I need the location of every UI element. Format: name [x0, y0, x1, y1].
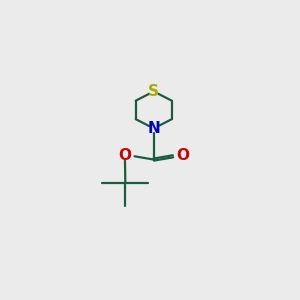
Text: O: O — [176, 148, 189, 163]
Text: S: S — [148, 84, 159, 99]
Text: N: N — [147, 121, 160, 136]
Text: O: O — [118, 148, 131, 163]
